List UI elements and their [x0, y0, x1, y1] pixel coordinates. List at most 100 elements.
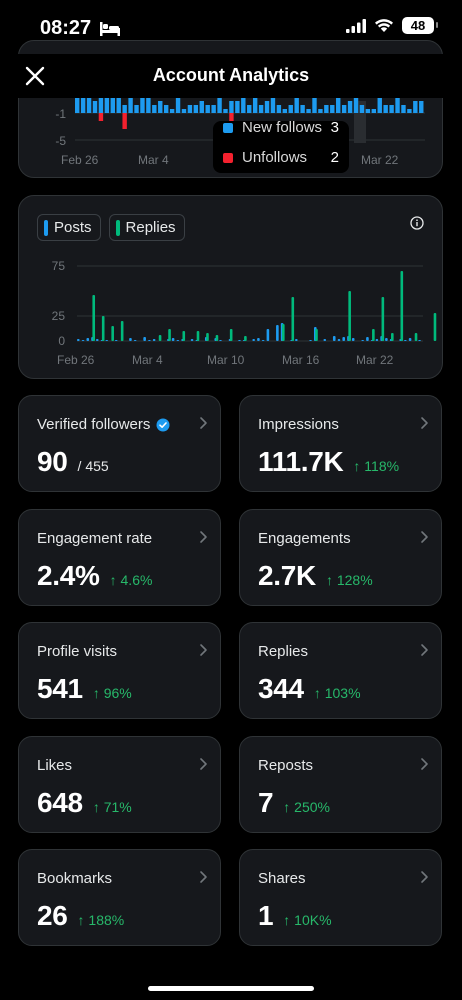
bar-new-follows[interactable]: [75, 93, 80, 113]
bar-new-follows[interactable]: [169, 109, 175, 113]
stat-card-bookmarks[interactable]: Bookmarks 26 ↑ 188%: [18, 849, 221, 946]
info-icon[interactable]: [410, 216, 424, 230]
stat-card-reposts[interactable]: Reposts 7 ↑ 250%: [239, 735, 442, 833]
bar-replies[interactable]: [101, 316, 105, 341]
bar-replies[interactable]: [433, 313, 437, 341]
bar-new-follows[interactable]: [241, 97, 246, 113]
bar-new-follows[interactable]: [252, 93, 258, 113]
bar-new-follows[interactable]: [270, 89, 276, 113]
bar-replies[interactable]: [182, 331, 186, 341]
bar-replies[interactable]: [282, 324, 285, 341]
bar-new-follows[interactable]: [264, 101, 270, 113]
bar-posts[interactable]: [143, 337, 146, 341]
bar-new-follows[interactable]: [92, 101, 98, 113]
bar-new-follows[interactable]: [152, 105, 157, 113]
bar-posts[interactable]: [385, 338, 388, 341]
bar-replies[interactable]: [414, 333, 418, 341]
bar-posts[interactable]: [105, 340, 109, 341]
bar-new-follows[interactable]: [223, 109, 228, 113]
bar-replies[interactable]: [229, 329, 233, 341]
bar-posts[interactable]: [190, 339, 194, 341]
bar-new-follows[interactable]: [235, 101, 240, 113]
bar-replies[interactable]: [348, 291, 351, 341]
bar-new-follows[interactable]: [140, 97, 145, 113]
bar-new-follows[interactable]: [187, 105, 193, 113]
bar-new-follows[interactable]: [247, 105, 252, 113]
bar-new-follows[interactable]: [122, 105, 127, 113]
bar-new-follows[interactable]: [377, 97, 382, 113]
stat-card-engagements[interactable]: Engagements 2.7K ↑ 128%: [239, 508, 442, 606]
bar-new-follows[interactable]: [419, 101, 424, 113]
bar-new-follows[interactable]: [158, 101, 163, 113]
bar-new-follows[interactable]: [306, 109, 311, 113]
bar-new-follows[interactable]: [199, 101, 204, 113]
stat-card-verified-followers[interactable]: Verified followers 90 / 455: [18, 395, 221, 492]
bar-new-follows[interactable]: [395, 93, 400, 113]
stat-card-impressions[interactable]: Impressions 111.7K ↑ 118%: [239, 395, 442, 492]
legend-posts[interactable]: Posts: [37, 214, 101, 241]
bar-new-follows[interactable]: [80, 89, 86, 113]
bar-replies[interactable]: [215, 335, 219, 341]
bar-new-follows[interactable]: [110, 93, 115, 113]
bar-new-follows[interactable]: [413, 101, 418, 113]
bar-posts[interactable]: [133, 340, 137, 341]
bar-posts[interactable]: [408, 338, 412, 341]
bar-posts[interactable]: [404, 340, 407, 341]
bar-replies[interactable]: [158, 335, 162, 341]
bar-new-follows[interactable]: [211, 105, 216, 113]
bar-new-follows[interactable]: [383, 105, 388, 113]
bar-posts[interactable]: [332, 336, 336, 341]
bar-new-follows[interactable]: [353, 97, 359, 113]
bar-posts[interactable]: [342, 337, 346, 341]
bar-new-follows[interactable]: [146, 89, 151, 113]
bar-posts[interactable]: [323, 339, 327, 341]
bar-new-follows[interactable]: [318, 109, 323, 113]
bar-posts[interactable]: [152, 339, 156, 341]
bar-new-follows[interactable]: [276, 105, 282, 113]
bar-new-follows[interactable]: [300, 105, 305, 113]
bar-posts[interactable]: [418, 340, 421, 341]
bar-new-follows[interactable]: [181, 109, 187, 113]
bar-new-follows[interactable]: [175, 97, 181, 113]
bar-new-follows[interactable]: [104, 97, 110, 113]
stat-card-profile-visits[interactable]: Profile visits 541 ↑ 96%: [18, 622, 221, 719]
bar-unfollows[interactable]: [98, 113, 104, 121]
bar-new-follows[interactable]: [282, 109, 288, 113]
bar-posts[interactable]: [261, 340, 265, 341]
bar-posts[interactable]: [77, 339, 80, 341]
bar-replies[interactable]: [244, 336, 247, 341]
bar-posts[interactable]: [129, 338, 132, 341]
stat-card-shares[interactable]: Shares 1 ↑ 10K%: [239, 849, 442, 946]
bar-posts[interactable]: [295, 339, 298, 341]
bar-replies[interactable]: [315, 329, 318, 341]
bar-new-follows[interactable]: [98, 89, 104, 113]
bar-new-follows[interactable]: [341, 105, 347, 113]
bar-replies[interactable]: [400, 271, 404, 341]
bar-posts[interactable]: [351, 338, 355, 341]
bar-new-follows[interactable]: [407, 109, 412, 113]
home-indicator[interactable]: [148, 986, 314, 991]
bar-new-follows[interactable]: [288, 105, 293, 113]
bar-replies[interactable]: [391, 333, 394, 341]
bar-new-follows[interactable]: [359, 105, 365, 113]
bar-replies[interactable]: [111, 326, 114, 341]
bar-replies[interactable]: [381, 297, 385, 341]
bar-new-follows[interactable]: [347, 101, 353, 113]
bar-new-follows[interactable]: [86, 89, 92, 113]
bar-new-follows[interactable]: [116, 93, 121, 113]
bar-new-follows[interactable]: [365, 109, 371, 113]
bar-new-follows[interactable]: [163, 105, 169, 113]
bar-new-follows[interactable]: [128, 89, 133, 113]
bar-posts[interactable]: [81, 340, 85, 341]
bar-replies[interactable]: [92, 295, 96, 341]
bar-posts[interactable]: [86, 338, 90, 341]
bar-posts[interactable]: [257, 338, 260, 341]
bar-new-follows[interactable]: [312, 97, 317, 113]
stat-card-likes[interactable]: Likes 648 ↑ 71%: [18, 735, 221, 833]
bar-replies[interactable]: [196, 331, 200, 341]
bar-posts[interactable]: [361, 340, 364, 341]
bar-new-follows[interactable]: [294, 97, 299, 113]
bar-new-follows[interactable]: [330, 105, 335, 113]
bar-new-follows[interactable]: [401, 105, 406, 113]
bar-unfollows[interactable]: [122, 113, 127, 129]
